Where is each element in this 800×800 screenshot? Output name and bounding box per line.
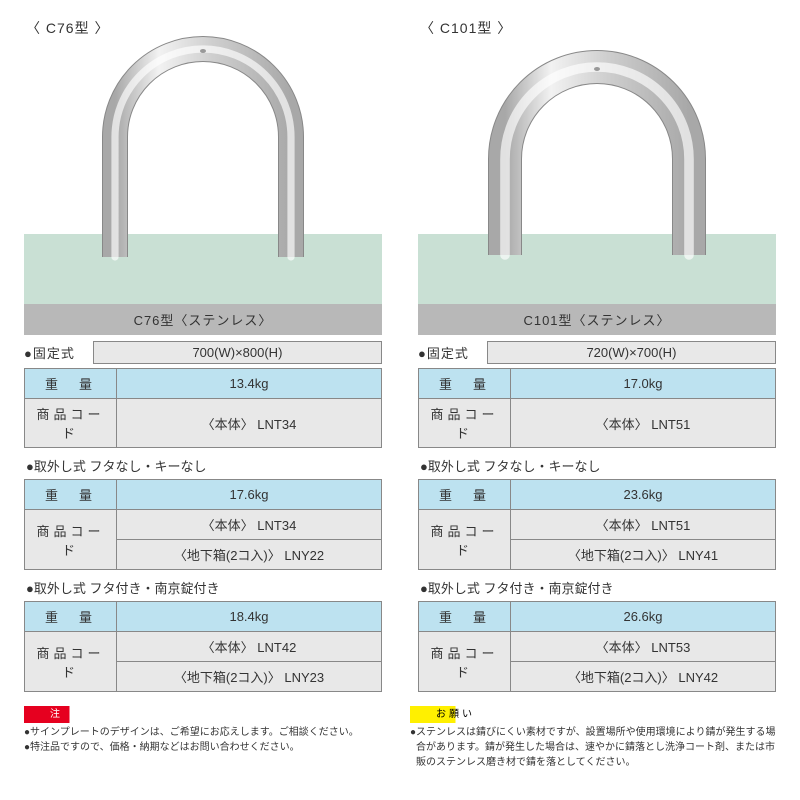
spec-value: 〈地下箱(2コ入)〉 LNY22 [117, 540, 382, 570]
spec-value: 〈本体〉 LNT51 [511, 510, 776, 540]
spec-value: 〈本体〉 LNT34 [117, 510, 382, 540]
spec-value: 〈本体〉 LNT34 [117, 399, 382, 448]
spec-value: 13.4kg [117, 369, 382, 399]
spec-value: 〈地下箱(2コ入)〉 LNY41 [511, 540, 776, 570]
section-heading: ●取外し式 フタ付き・南京錠付き [24, 578, 382, 597]
spec-label: 商品コード [25, 399, 117, 448]
model-band: C76型〈ステンレス〉 [24, 304, 382, 335]
product-column: 〈 C101型 〉 C101型〈ステンレス〉 ●固定式 720(W)×700(H) 重… [418, 18, 776, 692]
spec-value: 17.6kg [117, 480, 382, 510]
spec-label: 重 量 [419, 602, 511, 632]
product-column: 〈 C76型 〉 C76型〈ステンレス〉●固定式700(W)×800(H)重 量… [24, 18, 382, 692]
spec-label: 商品コード [419, 399, 511, 448]
notes: 注 意 ●サインプレートのデザインは、ご希望にお応えします。ご相談ください。●特注… [24, 706, 776, 770]
spec-table: 重 量13.4kg商品コード〈本体〉 LNT34 [24, 368, 382, 448]
product-image [24, 44, 382, 304]
bollard-icon [88, 31, 318, 264]
spec-value: 〈地下箱(2コ入)〉 LNY23 [117, 662, 382, 692]
spec-label: 重 量 [419, 480, 511, 510]
spec-table: 重 量18.4kg商品コード〈本体〉 LNT42〈地下箱(2コ入)〉 LNY23 [24, 601, 382, 692]
note-text: 特注品ですので、価格・納期などはお問い合わせください。 [30, 740, 300, 755]
note-line: ●ステンレスは錆びにくい素材ですが、設置場所や使用環境により錆が発生する場合があ… [410, 725, 776, 770]
section-heading: ●取外し式 フタなし・キーなし [24, 456, 382, 475]
product-image [418, 44, 776, 304]
dimensions: 720(W)×700(H) [487, 341, 776, 364]
section-heading: ●固定式 [418, 343, 469, 362]
section-heading: ●取外し式 フタなし・キーなし [418, 456, 776, 475]
request-tag: お願い [410, 706, 501, 723]
spec-label: 重 量 [25, 602, 117, 632]
spec-value: 18.4kg [117, 602, 382, 632]
spec-table: 重 量23.6kg商品コード〈本体〉 LNT51〈地下箱(2コ入)〉 LNY41 [418, 479, 776, 570]
caution-tag: 注 意 [24, 706, 115, 723]
spec-value: 〈本体〉 LNT42 [117, 632, 382, 662]
spec-table: 重 量17.6kg商品コード〈本体〉 LNT34〈地下箱(2コ入)〉 LNY22 [24, 479, 382, 570]
spec-table: 重 量26.6kg商品コード〈本体〉 LNT53〈地下箱(2コ入)〉 LNY42 [418, 601, 776, 692]
spec-label: 重 量 [25, 480, 117, 510]
dimensions: 700(W)×800(H) [93, 341, 382, 364]
spec-value: 〈地下箱(2コ入)〉 LNY42 [511, 662, 776, 692]
note-text: サインプレートのデザインは、ご希望にお応えします。ご相談ください。 [30, 725, 359, 740]
spec-label: 重 量 [419, 369, 511, 399]
spec-value: 23.6kg [511, 480, 776, 510]
spec-label: 商品コード [25, 510, 117, 570]
note-line: ●特注品ですので、価格・納期などはお問い合わせください。 [24, 740, 390, 755]
note-text: ステンレスは錆びにくい素材ですが、設置場所や使用環境により錆が発生する場合があり… [416, 725, 776, 770]
model-title: 〈 C101型 〉 [418, 18, 776, 38]
note-line: ●サインプレートのデザインは、ご希望にお応えします。ご相談ください。 [24, 725, 390, 740]
spec-value: 〈本体〉 LNT53 [511, 632, 776, 662]
spec-value: 17.0kg [511, 369, 776, 399]
spec-label: 重 量 [25, 369, 117, 399]
spec-table: 重 量17.0kg商品コード〈本体〉 LNT51 [418, 368, 776, 448]
section-heading: ●取外し式 フタ付き・南京錠付き [418, 578, 776, 597]
spec-label: 商品コード [25, 632, 117, 692]
section-heading: ●固定式 [24, 343, 75, 362]
spec-label: 商品コード [419, 510, 511, 570]
model-band: C101型〈ステンレス〉 [418, 304, 776, 335]
spec-value: 26.6kg [511, 602, 776, 632]
spec-value: 〈本体〉 LNT51 [511, 399, 776, 448]
spec-label: 商品コード [419, 632, 511, 692]
bollard-icon [472, 41, 722, 264]
